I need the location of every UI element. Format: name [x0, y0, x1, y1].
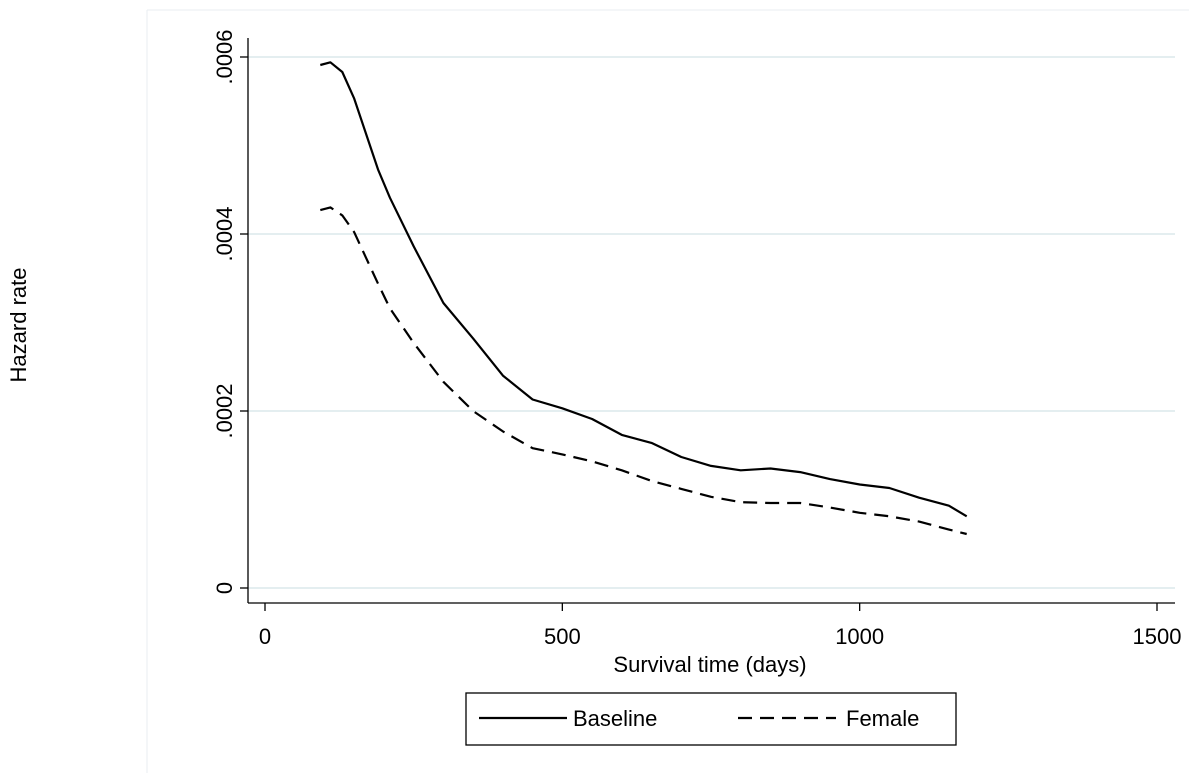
x-tick-label: 0 [259, 624, 271, 649]
x-tick-label: 1500 [1133, 624, 1182, 649]
x-axis-title: Survival time (days) [613, 652, 806, 677]
x-tick-label: 1000 [835, 624, 884, 649]
y-tick-label: .0004 [212, 206, 237, 261]
y-axis-title: Hazard rate [6, 268, 31, 383]
y-tick-label: .0006 [212, 29, 237, 84]
series [320, 61, 968, 536]
x-tick-label: 500 [544, 624, 581, 649]
series-line-baseline [320, 61, 968, 518]
y-tick-label: 0 [212, 582, 237, 594]
legend-label-female: Female [846, 706, 919, 731]
y-tick-label: .0002 [212, 383, 237, 438]
legend-label-baseline: Baseline [573, 706, 657, 731]
axes: 0 .0002 .0004 .0006 0 500 1000 1500 [212, 29, 1181, 649]
grid [248, 56, 1175, 589]
legend: Baseline Female [465, 692, 957, 746]
